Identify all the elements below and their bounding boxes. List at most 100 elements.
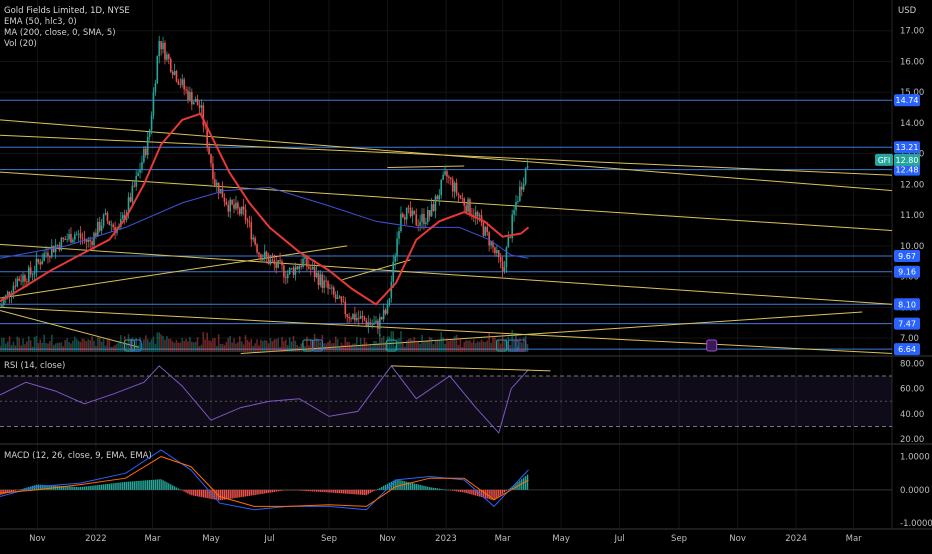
candle-body — [461, 198, 464, 199]
volume-bar — [154, 343, 157, 352]
macd-histogram-bar — [273, 489, 276, 492]
candle-body — [269, 259, 272, 265]
vol-legend[interactable]: Vol (20) — [4, 39, 37, 49]
volume-bar — [354, 343, 356, 352]
macd-histogram-bar — [392, 480, 394, 490]
macd-histogram-bar — [110, 483, 112, 490]
volume-bar — [430, 337, 433, 352]
candle-body — [93, 232, 95, 246]
candle-body — [342, 301, 345, 303]
candle-body — [467, 199, 469, 212]
volume-bar — [426, 341, 429, 352]
candle-body — [448, 176, 450, 178]
x-tick-label: 2024 — [785, 534, 807, 544]
candle-body — [494, 247, 496, 254]
volume-bar — [49, 340, 51, 352]
candle-body — [204, 125, 207, 127]
macd-histogram-bar — [193, 489, 195, 496]
event-marker — [385, 339, 397, 352]
macd-histogram-bar — [89, 485, 91, 490]
volume-bar — [444, 343, 446, 352]
macd-histogram-bar — [352, 489, 354, 495]
volume-bar — [380, 337, 383, 352]
volume-bar — [52, 344, 55, 352]
volume-bar — [4, 343, 7, 352]
macd-histogram-bar — [405, 481, 408, 490]
volume-bar — [173, 342, 176, 352]
macd-histogram-bar — [269, 489, 272, 493]
trendline — [342, 259, 411, 281]
candle-body — [311, 266, 314, 270]
macd-histogram-bar — [1, 489, 3, 495]
volume-bar — [93, 340, 95, 352]
macd-histogram-bar — [427, 486, 429, 490]
candle-body — [390, 281, 393, 299]
candle-body — [331, 287, 333, 289]
candle-body — [29, 267, 32, 275]
trendline — [0, 309, 140, 348]
volume-bar — [158, 332, 161, 352]
macd-histogram-bar — [315, 489, 318, 492]
volume-bar — [469, 340, 471, 352]
macd-histogram-bar — [465, 489, 467, 493]
volume-bar — [179, 342, 182, 352]
macd-histogram-bar — [498, 489, 500, 497]
candle-body — [520, 186, 523, 190]
candle-body — [444, 171, 446, 175]
candle-body — [522, 183, 525, 190]
rsi-tick-label: 20.00 — [900, 435, 924, 445]
ema-legend[interactable]: EMA (50, hlc3, 0) — [4, 17, 77, 27]
candle-body — [407, 207, 410, 209]
macd-histogram-bar — [365, 489, 368, 496]
candle-body — [91, 241, 93, 246]
macd-histogram-bar — [26, 487, 28, 490]
candle-body — [442, 174, 444, 180]
volume-bar — [258, 345, 260, 352]
volume-bar — [72, 340, 74, 352]
macd-histogram-bar — [239, 489, 241, 498]
macd-histogram-bar — [425, 486, 427, 490]
volume-bar — [89, 340, 91, 352]
macd-histogram-bar — [469, 489, 471, 495]
volume-bar — [141, 343, 143, 352]
candle-body — [74, 234, 76, 240]
candle-body — [102, 214, 105, 226]
candle-body — [131, 185, 134, 202]
candle-body — [263, 251, 266, 258]
macd-histogram-bar — [473, 489, 475, 496]
macd-histogram-bar — [448, 489, 450, 491]
macd-histogram-bar — [379, 487, 381, 490]
volume-bar — [265, 340, 268, 352]
candle-body — [215, 182, 218, 186]
macd-histogram-bar — [77, 487, 80, 490]
candle-body — [175, 71, 178, 82]
macd-histogram-bar — [329, 489, 331, 493]
rsi-legend[interactable]: RSI (14, close) — [4, 361, 66, 371]
macd-legend[interactable]: MACD (12, 26, close, 9, EMA, EMA) — [4, 451, 152, 461]
macd-histogram-bar — [104, 484, 107, 490]
ma-legend[interactable]: MA (200, close, 0, SMA, 5) — [4, 28, 116, 38]
macd-histogram-bar — [350, 489, 352, 495]
macd-histogram-bar — [327, 489, 329, 493]
volume-bar — [423, 341, 425, 352]
macd-histogram-bar — [371, 489, 373, 493]
volume-bar — [340, 342, 343, 352]
macd-histogram-bar — [505, 489, 508, 491]
price-label: 8.10 — [898, 300, 916, 309]
volume-bar — [365, 342, 368, 352]
candle-body — [405, 207, 408, 220]
candle-body — [85, 239, 88, 242]
candle-body — [110, 224, 113, 226]
candle-body — [87, 239, 90, 242]
volume-bar — [77, 340, 80, 352]
volume-bar — [488, 332, 490, 352]
macd-histogram-bar — [147, 480, 149, 490]
candle-body — [490, 241, 492, 246]
volume-bar — [363, 337, 366, 352]
volume-bar — [66, 338, 68, 352]
volume-bar — [200, 344, 203, 352]
volume-bar — [215, 345, 218, 352]
candle-body — [377, 320, 379, 329]
